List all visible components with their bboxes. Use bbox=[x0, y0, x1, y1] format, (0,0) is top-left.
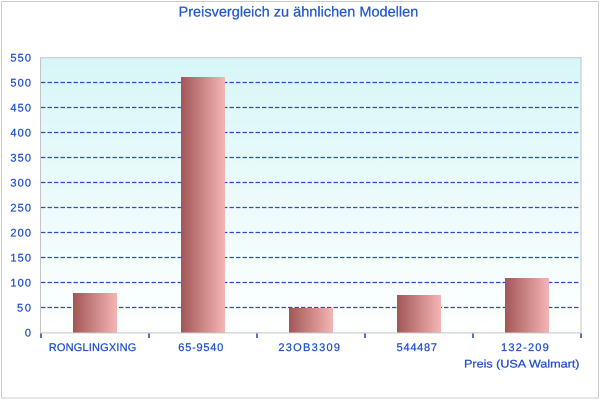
svg-text:Preis (USA Walmart): Preis (USA Walmart) bbox=[464, 359, 580, 371]
svg-text:Preisvergleich zu ähnlichen Mo: Preisvergleich zu ähnlichen Modellen bbox=[179, 5, 419, 21]
svg-text:400: 400 bbox=[10, 127, 31, 139]
svg-text:RONGLINGXING: RONGLINGXING bbox=[49, 342, 137, 354]
svg-text:50: 50 bbox=[17, 302, 31, 314]
svg-text:65-9540: 65-9540 bbox=[178, 342, 223, 354]
svg-text:150: 150 bbox=[10, 252, 31, 264]
svg-text:100: 100 bbox=[10, 277, 31, 289]
svg-text:450: 450 bbox=[10, 102, 31, 114]
svg-text:23OB3309: 23OB3309 bbox=[278, 342, 340, 354]
svg-text:250: 250 bbox=[10, 202, 31, 214]
svg-text:0: 0 bbox=[25, 327, 31, 339]
svg-text:500: 500 bbox=[10, 77, 31, 89]
svg-text:350: 350 bbox=[10, 152, 31, 164]
svg-text:544487: 544487 bbox=[397, 342, 437, 354]
svg-text:300: 300 bbox=[10, 177, 31, 189]
svg-text:550: 550 bbox=[10, 52, 31, 64]
svg-text:132-209: 132-209 bbox=[501, 342, 549, 354]
svg-text:200: 200 bbox=[10, 227, 31, 239]
